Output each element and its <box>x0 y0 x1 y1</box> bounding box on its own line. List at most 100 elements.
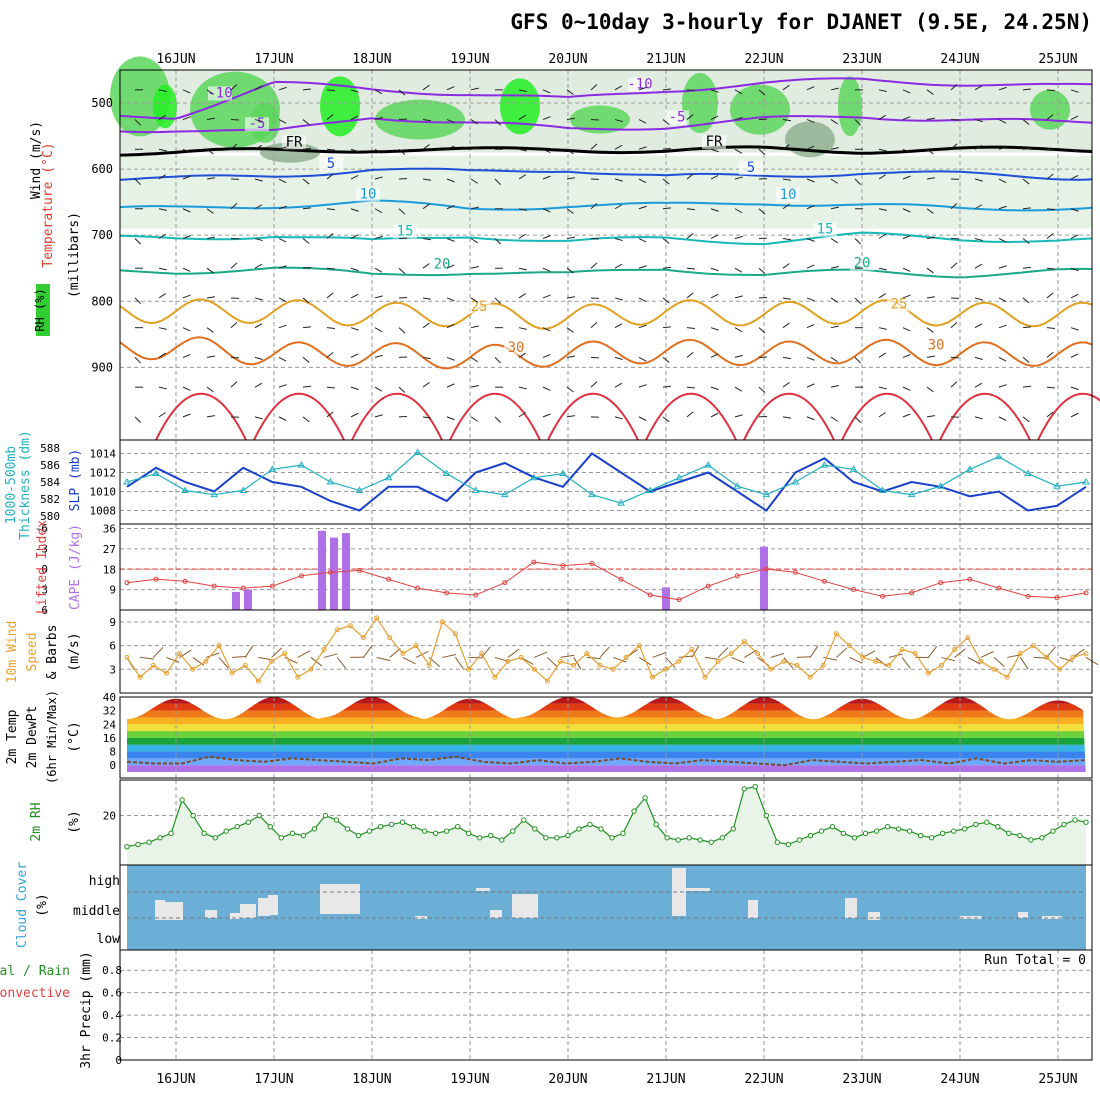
wind-barb <box>614 144 623 150</box>
rh-point <box>499 837 505 843</box>
wind-barb <box>254 237 263 242</box>
cloud-block <box>165 902 183 920</box>
isotherm-label: 5 <box>747 160 755 176</box>
wind-barb <box>950 262 958 269</box>
isotherm-label-bg <box>776 187 800 202</box>
lifted-index-point <box>792 569 798 575</box>
wind-barb <box>302 178 310 185</box>
wind-barb <box>806 238 815 242</box>
wind-barb <box>782 322 790 329</box>
rh-blob <box>570 105 630 134</box>
lifted-index-point <box>502 580 508 586</box>
wind-speed-point <box>610 666 616 672</box>
wind-barb-10m <box>507 648 520 658</box>
wind-barb <box>350 386 359 391</box>
thickness-point <box>355 486 364 493</box>
date-label-top: 21JUN <box>646 52 685 67</box>
wind-barb <box>686 327 696 330</box>
thickness-point <box>123 478 131 485</box>
wind-barb <box>278 146 287 150</box>
wind-barb <box>662 207 672 210</box>
thickness-point <box>878 486 887 493</box>
wind-barb <box>230 84 238 91</box>
wind-speed-point <box>413 643 419 649</box>
wind-barb <box>350 89 359 93</box>
wind-barb <box>158 386 167 390</box>
wind-barb-10m <box>967 656 981 665</box>
lifted-index-point <box>589 561 595 567</box>
wind-barb <box>590 381 598 388</box>
wind-barb-10m <box>823 656 838 661</box>
rh-point <box>234 823 240 830</box>
date-label-bottom: 18JUN <box>352 1072 391 1087</box>
wind-barb-10m <box>140 656 155 660</box>
wind-barb <box>326 208 336 211</box>
thickness-point <box>413 448 422 455</box>
wind-barb <box>782 356 791 360</box>
wind-barb <box>398 327 406 334</box>
cloud-block <box>476 888 490 891</box>
thickness-tick-label: 582 <box>40 493 60 506</box>
rh-band-light <box>120 155 1092 229</box>
date-label-top: 22JUN <box>744 52 783 67</box>
wind-speed-point <box>269 658 275 664</box>
wind-barb <box>806 416 815 421</box>
wind-barb <box>878 114 886 120</box>
wind-barb-10m <box>612 656 627 663</box>
rh-point <box>763 812 770 819</box>
lifted-index-point <box>356 567 362 573</box>
wind-barb <box>278 119 287 124</box>
wind-barb-10m <box>560 654 575 658</box>
wind-barb <box>1070 293 1079 299</box>
wind-barb-10m <box>704 656 719 660</box>
isotherm-label: FR <box>286 134 303 150</box>
isotherm-line-35 <box>253 393 345 441</box>
wind-barb <box>1070 327 1079 331</box>
date-label-top: 23JUN <box>842 52 881 67</box>
rh-point <box>719 835 725 841</box>
wind-barb <box>374 208 383 214</box>
isotherm-label: 15 <box>817 222 834 238</box>
wind-barb <box>470 356 478 363</box>
wind-barb <box>974 119 983 123</box>
wind-barb <box>134 178 142 186</box>
wind-speed-point <box>334 627 340 633</box>
wind-barb <box>542 294 551 299</box>
wind-barb-10m <box>192 657 205 666</box>
wind-barb <box>1046 292 1054 299</box>
wind-barb <box>710 386 719 391</box>
wind-barb-10m <box>323 653 338 658</box>
isotherm-label: 20 <box>434 256 451 272</box>
wind-speed-point <box>1070 654 1076 660</box>
wind-barb <box>1070 234 1079 239</box>
rh-legend-swatch <box>36 284 50 336</box>
wind-speed-point <box>649 674 655 680</box>
wind-barb <box>326 114 334 120</box>
wind-barb <box>350 148 359 153</box>
wind-barb <box>566 327 574 333</box>
wind-barb <box>158 89 167 92</box>
wind-barb <box>1070 353 1079 358</box>
wind-barb <box>806 297 815 302</box>
wind-barb <box>806 178 815 183</box>
cape-frame <box>119 523 1093 611</box>
pressure-unit-label: (millibars) <box>67 212 82 298</box>
wind-speed-point <box>833 631 839 637</box>
temp-unit-label: (°C) <box>67 721 82 752</box>
wind-barb <box>206 148 214 155</box>
cloud-block <box>205 910 217 918</box>
wind-barb <box>662 416 670 423</box>
wind-barb <box>470 384 479 388</box>
temp-tick-label: 32 <box>103 705 116 718</box>
wind-barb <box>326 233 334 239</box>
wind-barb <box>302 207 312 210</box>
wind-barb <box>614 356 623 360</box>
wind-barb <box>830 87 839 91</box>
wind-barb <box>926 177 935 180</box>
wind-barb <box>998 356 1007 362</box>
wind-speed-point <box>255 678 261 684</box>
wind-barb <box>422 382 430 388</box>
slp-axis-label: SLP (mb) <box>68 449 83 512</box>
wind-speed-point <box>991 666 997 672</box>
wind-speed-point <box>400 650 406 656</box>
